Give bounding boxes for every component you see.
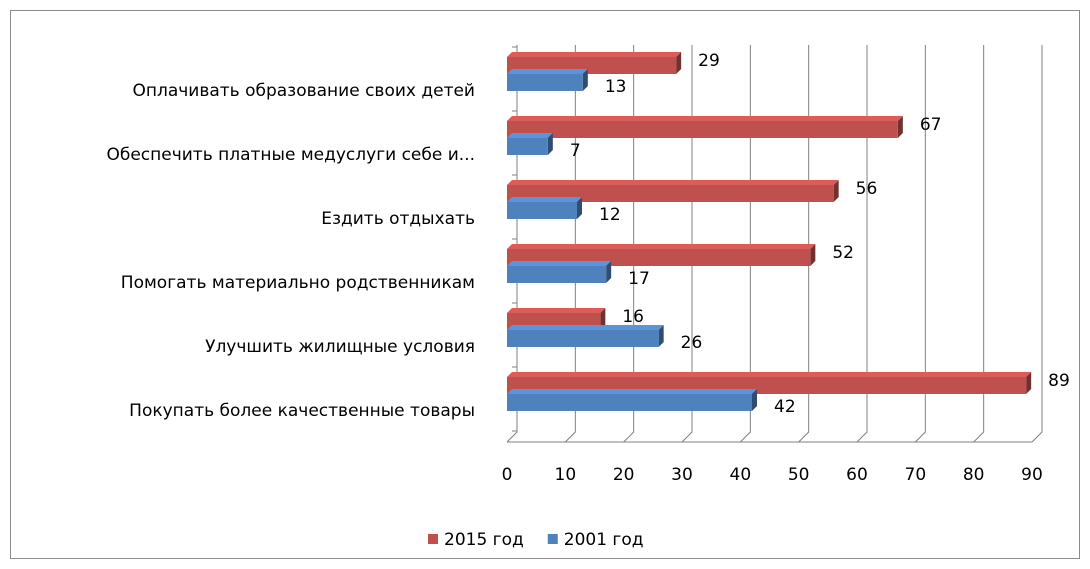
bar <box>507 185 834 202</box>
chart-frame <box>10 10 1080 559</box>
bar-top <box>507 133 553 138</box>
bar-side <box>897 116 903 138</box>
y-tick-label: Оплачивать образование своих детей <box>132 81 475 101</box>
bar-top <box>507 372 1032 377</box>
value-label: 56 <box>856 179 878 199</box>
bar-side <box>606 261 612 283</box>
value-label: 52 <box>832 243 854 263</box>
y-tick-label: Улучшить жилищные условия <box>205 337 475 357</box>
bar <box>507 121 898 138</box>
value-label: 26 <box>681 333 703 353</box>
grid-line <box>798 45 810 443</box>
legend-swatch <box>547 534 558 544</box>
x-tick-label: 0 <box>502 465 513 485</box>
x-tick-label: 20 <box>613 465 635 485</box>
grid-line <box>681 45 693 443</box>
bar-top <box>507 69 588 74</box>
x-tick-label: 60 <box>846 465 868 485</box>
legend-label: 2015 год <box>444 530 524 550</box>
bar-side <box>600 308 606 330</box>
bar-top <box>507 244 816 249</box>
x-tick-label: 70 <box>905 465 927 485</box>
y-tick-label: Помогать материально родственникам <box>121 273 475 293</box>
grid-line <box>564 45 576 443</box>
value-label: 12 <box>599 205 621 225</box>
grid-line <box>856 45 868 443</box>
grid-line <box>739 45 751 443</box>
x-tick-label: 40 <box>730 465 752 485</box>
grid-line <box>1031 45 1043 443</box>
value-label: 16 <box>622 307 644 327</box>
x-tick-label: 30 <box>671 465 693 485</box>
bar-top <box>507 116 903 121</box>
bar-top <box>507 308 606 313</box>
bar-top <box>507 325 664 330</box>
bar-side <box>810 244 816 266</box>
x-tick-label: 90 <box>1021 465 1043 485</box>
x-tick-label: 10 <box>555 465 577 485</box>
legend-label: 2001 год <box>564 530 644 550</box>
bar-top <box>507 197 582 202</box>
bar <box>507 394 752 411</box>
y-tick-label: Покупать более качественные товары <box>129 401 475 421</box>
value-label: 42 <box>774 397 796 417</box>
bar-top <box>507 52 682 57</box>
y-tick-label: Обеспечить платные медуслуги себе и... <box>106 145 475 165</box>
grid-line <box>506 45 518 443</box>
value-label: 67 <box>920 115 942 135</box>
bar-side <box>582 69 588 91</box>
bar <box>507 266 607 283</box>
bar-top <box>507 389 757 394</box>
grid-line <box>623 45 635 443</box>
bar <box>507 138 548 155</box>
grid-line <box>973 45 985 443</box>
grid-line <box>914 45 926 443</box>
bar-side <box>752 389 757 411</box>
value-label: 13 <box>605 77 627 97</box>
bar-side <box>676 52 682 74</box>
bar-side <box>833 180 839 202</box>
value-label: 7 <box>570 141 581 161</box>
bar <box>507 202 577 219</box>
bar-top <box>507 261 612 266</box>
value-label: 17 <box>628 269 650 289</box>
bar-side <box>1026 372 1032 394</box>
bar-side <box>547 133 553 155</box>
legend-swatch <box>428 534 438 544</box>
bar-side <box>658 325 664 347</box>
bar <box>507 330 659 347</box>
bar-top <box>507 180 839 185</box>
value-label: 89 <box>1048 371 1070 391</box>
bar-side <box>577 197 582 219</box>
x-tick-label: 50 <box>788 465 810 485</box>
value-label: 29 <box>698 51 720 71</box>
bar <box>507 74 583 91</box>
x-tick-label: 80 <box>963 465 985 485</box>
y-tick-label: Ездить отдыхать <box>321 209 475 229</box>
